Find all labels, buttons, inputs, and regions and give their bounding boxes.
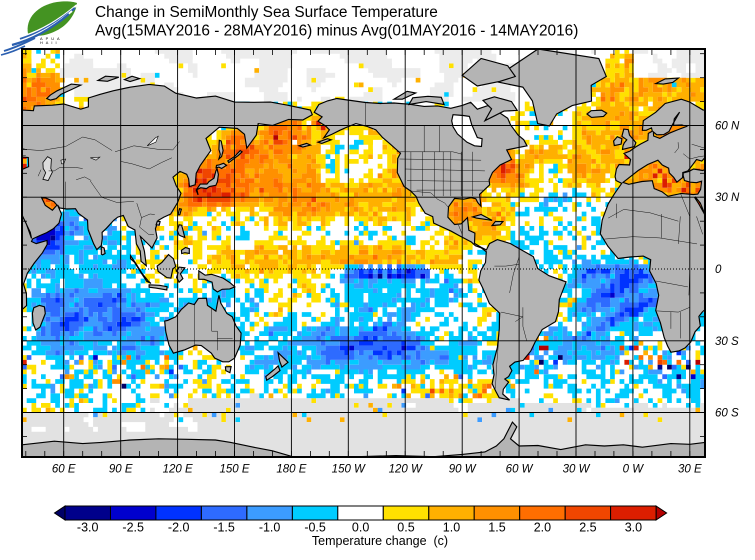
svg-text:Change in SemiMonthly Sea Surf: Change in SemiMonthly Sea Surface Temper… [95, 4, 438, 21]
svg-text:Avg(15MAY2016 - 28MAY2016) min: Avg(15MAY2016 - 28MAY2016) minus Avg(01M… [95, 23, 578, 40]
svg-text:Temperature change (c): Temperature change (c) [312, 534, 448, 548]
svg-text:0.5: 0.5 [397, 521, 414, 535]
svg-text:60 N: 60 N [715, 121, 740, 133]
svg-text:0: 0 [715, 264, 722, 276]
svg-text:30 S: 30 S [715, 336, 739, 348]
svg-text:APUA: APUA [40, 36, 63, 41]
svg-text:150 E: 150 E [219, 464, 249, 476]
svg-text:60 S: 60 S [715, 408, 739, 420]
svg-text:150 W: 150 W [332, 464, 366, 476]
svg-text:120 E: 120 E [163, 464, 193, 476]
svg-text:1.0: 1.0 [443, 521, 460, 535]
svg-text:-0.5: -0.5 [304, 521, 326, 535]
svg-text:-1.5: -1.5 [213, 521, 235, 535]
svg-text:3.0: 3.0 [625, 521, 642, 535]
svg-text:0 W: 0 W [623, 464, 645, 476]
svg-text:120 W: 120 W [389, 464, 423, 476]
svg-text:30 E: 30 E [678, 464, 702, 476]
svg-text:-2.5: -2.5 [122, 521, 144, 535]
svg-text:90 W: 90 W [449, 464, 477, 476]
svg-text:-2.0: -2.0 [168, 521, 190, 535]
svg-text:30 W: 30 W [563, 464, 591, 476]
svg-text:1.5: 1.5 [488, 521, 505, 535]
svg-text:-1.0: -1.0 [259, 521, 281, 535]
svg-text:0.0: 0.0 [352, 521, 369, 535]
svg-text:-3.0: -3.0 [77, 521, 99, 535]
svg-text:180 E: 180 E [276, 464, 306, 476]
svg-text:2.5: 2.5 [579, 521, 596, 535]
svg-text:60 W: 60 W [506, 464, 534, 476]
svg-text:2.0: 2.0 [534, 521, 551, 535]
svg-text:HAII: HAII [40, 40, 60, 45]
svg-text:30 N: 30 N [715, 192, 740, 204]
svg-text:60 E: 60 E [52, 464, 76, 476]
svg-text:90 E: 90 E [109, 464, 133, 476]
